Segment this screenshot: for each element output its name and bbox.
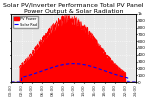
Legend: PV Power, Solar Rad: PV Power, Solar Rad	[13, 16, 38, 28]
Title: Solar PV/Inverter Performance Total PV Panel Power Output & Solar Radiation: Solar PV/Inverter Performance Total PV P…	[3, 3, 144, 14]
